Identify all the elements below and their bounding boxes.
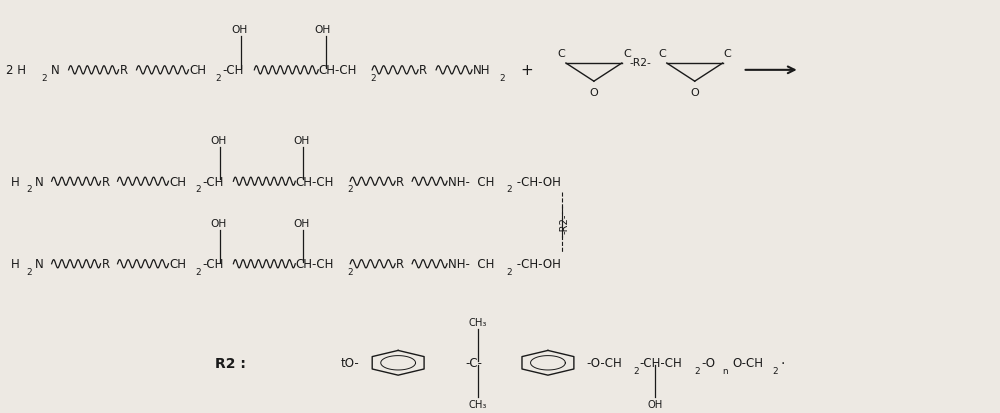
Text: -R2-: -R2-: [560, 213, 570, 233]
Text: 2: 2: [773, 366, 778, 375]
Text: CH-CH: CH-CH: [318, 64, 357, 77]
Text: R: R: [396, 176, 404, 188]
Text: 2: 2: [27, 267, 32, 276]
Text: CH₃: CH₃: [469, 399, 487, 409]
Text: C: C: [557, 49, 565, 59]
Text: 2 H: 2 H: [6, 64, 26, 77]
Text: R: R: [102, 176, 110, 188]
Text: R: R: [396, 258, 404, 271]
Text: 2: 2: [42, 74, 47, 83]
Text: OH: OH: [210, 135, 227, 146]
Text: -O: -O: [702, 356, 716, 369]
Text: O-CH: O-CH: [733, 356, 764, 369]
Text: NH-  CH: NH- CH: [448, 258, 494, 271]
Text: 2: 2: [695, 366, 700, 375]
Text: 2: 2: [215, 74, 221, 83]
Text: OH: OH: [210, 218, 227, 228]
Text: N: N: [51, 64, 59, 77]
Text: 2: 2: [347, 267, 353, 276]
Text: 2: 2: [499, 74, 505, 83]
Text: CH-CH: CH-CH: [295, 258, 334, 271]
Text: CH: CH: [189, 64, 206, 77]
Text: R: R: [120, 64, 128, 77]
Text: R: R: [102, 258, 110, 271]
Text: ·: ·: [781, 356, 785, 370]
Text: OH: OH: [647, 399, 662, 409]
Text: -O-CH: -O-CH: [586, 356, 622, 369]
Text: 2: 2: [347, 185, 353, 194]
Text: 2: 2: [27, 185, 32, 194]
Text: -C-: -C-: [465, 356, 482, 369]
Text: H: H: [11, 258, 19, 271]
Text: tO-: tO-: [340, 356, 359, 369]
Text: N: N: [35, 176, 43, 188]
Text: -R2-: -R2-: [630, 57, 652, 67]
Text: -CH: -CH: [202, 176, 224, 188]
Text: OH: OH: [293, 218, 310, 228]
Text: O: O: [589, 88, 598, 98]
Text: CH-CH: CH-CH: [295, 176, 334, 188]
Text: C: C: [658, 49, 666, 59]
Text: 2: 2: [633, 366, 638, 375]
Text: 2: 2: [195, 185, 201, 194]
Text: -CH: -CH: [202, 258, 224, 271]
Text: n: n: [723, 366, 728, 375]
Text: +: +: [520, 63, 533, 78]
Text: -CH-CH: -CH-CH: [640, 356, 683, 369]
Text: O: O: [690, 88, 699, 98]
Text: R: R: [419, 64, 427, 77]
Text: C: C: [724, 49, 732, 59]
Text: OH: OH: [293, 135, 310, 146]
Text: CH₃: CH₃: [469, 317, 487, 327]
Text: -CH-OH: -CH-OH: [513, 258, 561, 271]
Text: H: H: [11, 176, 19, 188]
Text: 2: 2: [195, 267, 201, 276]
Text: N: N: [35, 258, 43, 271]
Text: -CH: -CH: [222, 64, 244, 77]
Text: 2: 2: [370, 74, 376, 83]
Text: 2: 2: [506, 185, 512, 194]
Text: CH: CH: [169, 176, 186, 188]
Text: OH: OH: [314, 24, 331, 35]
Text: NH-  CH: NH- CH: [448, 176, 494, 188]
Text: -CH-OH: -CH-OH: [513, 176, 561, 188]
Text: NH: NH: [473, 64, 491, 77]
Text: C: C: [623, 49, 631, 59]
Text: 2: 2: [506, 267, 512, 276]
Text: CH: CH: [169, 258, 186, 271]
Text: R2 :: R2 :: [215, 356, 246, 370]
Text: OH: OH: [231, 24, 248, 35]
